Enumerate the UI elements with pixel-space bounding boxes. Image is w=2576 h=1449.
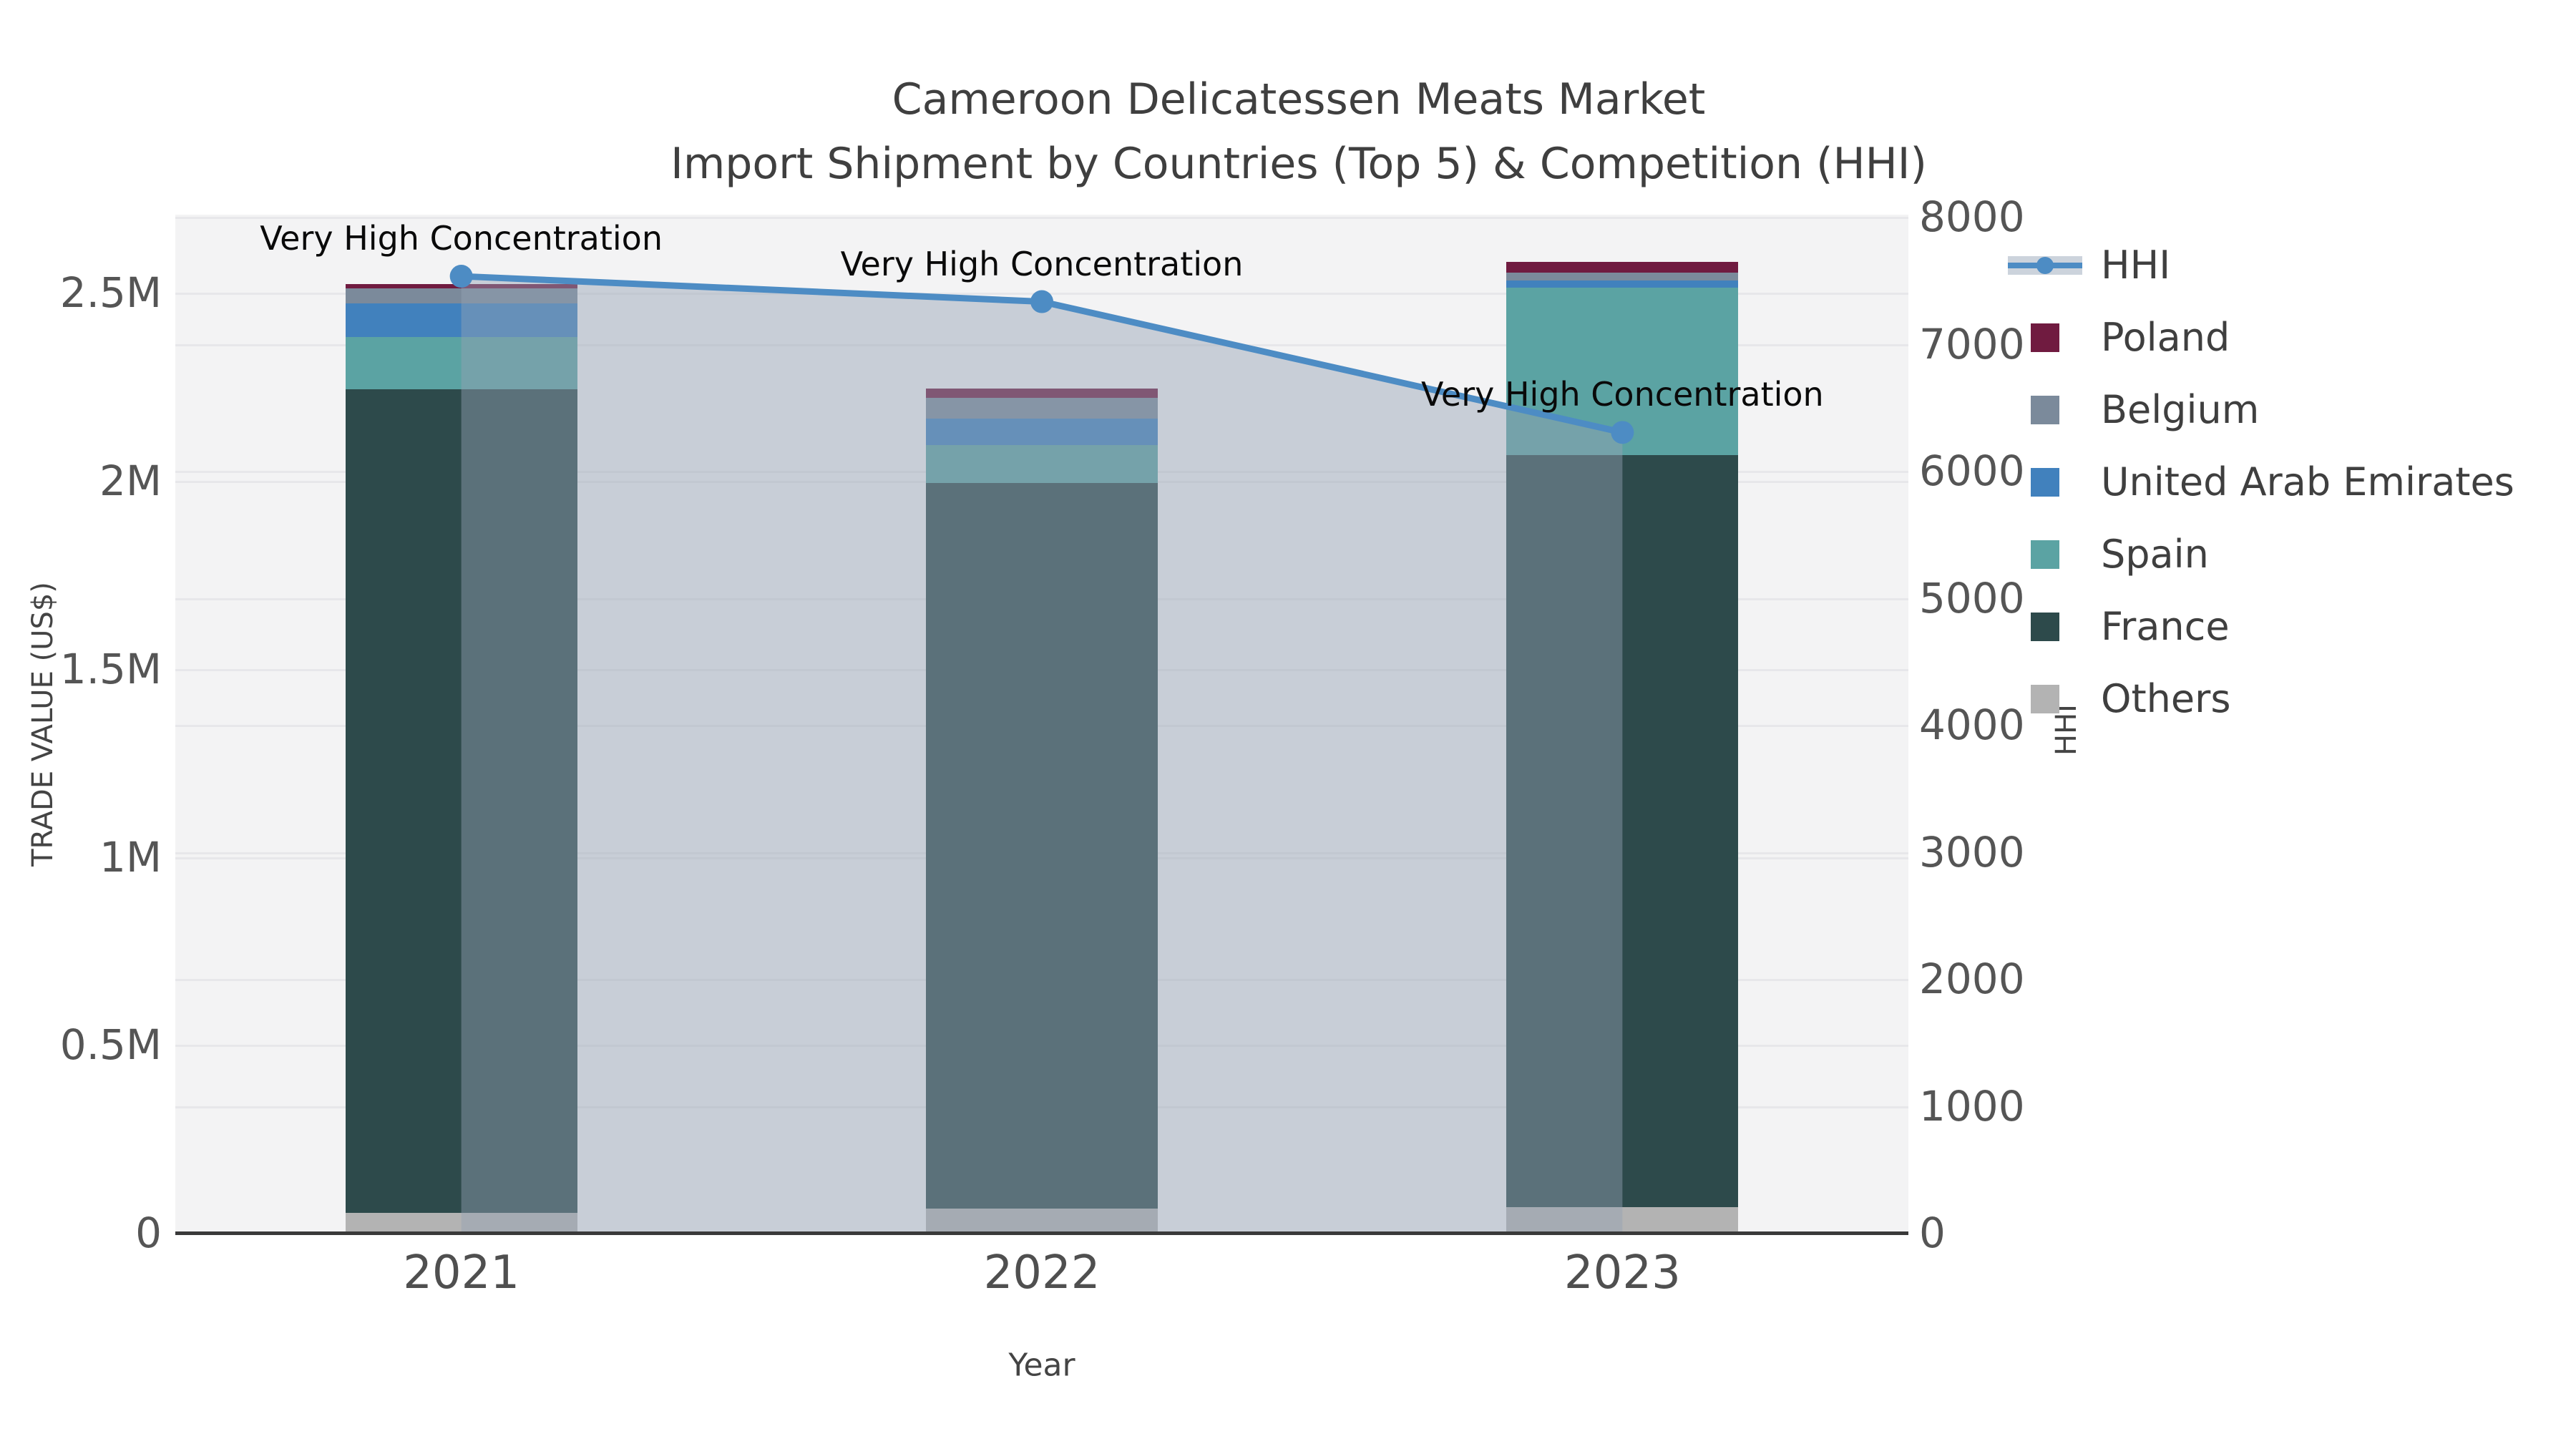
ytick-left-1.5M: 1.5M	[59, 644, 162, 693]
legend-item-belgium: Belgium	[2008, 374, 2514, 446]
xtick-2021: 2021	[403, 1246, 520, 1299]
legend-square-icon	[2031, 540, 2059, 569]
bar-segment-2021-belgium	[345, 288, 577, 303]
chart-legend: HHI Poland Belgium United Arab Emirates Spai…	[2008, 229, 2514, 735]
legend-square-icon	[2031, 395, 2059, 424]
legend-label: Others	[2101, 676, 2231, 721]
ytick-right-6000: 6000	[1919, 447, 2025, 496]
legend-swatch-united-arab-emirates	[2008, 467, 2082, 498]
ytick-right-5000: 5000	[1919, 573, 2025, 623]
ytick-right-0: 0	[1919, 1209, 1946, 1257]
ytick-left-0.5M: 0.5M	[59, 1020, 162, 1070]
x-axis-label: Year	[1008, 1347, 1075, 1384]
bar-segment-2023-france	[1506, 454, 1739, 1207]
ytick-right-3000: 3000	[1919, 827, 2025, 877]
legend-hhi-marker	[2036, 256, 2054, 274]
chart-title-line2: Import Shipment by Countries (Top 5) & C…	[670, 139, 1927, 189]
legend-square-icon	[2031, 467, 2059, 497]
annotation-2023: Very High Concentration	[1421, 375, 1824, 414]
ytick-left-2M: 2M	[99, 457, 162, 506]
annotation-2021: Very High Concentration	[260, 219, 663, 258]
bar-segment-2021-spain	[345, 337, 577, 390]
ytick-left-0: 0	[135, 1209, 162, 1257]
gridline-right-7000	[175, 343, 1908, 346]
ytick-right-1000: 1000	[1919, 1081, 2025, 1131]
legend-square-icon	[2031, 684, 2059, 713]
bar-segment-2022-belgium	[926, 398, 1158, 419]
ytick-right-7000: 7000	[1919, 319, 2025, 369]
bar-segment-2023-others	[1506, 1206, 1739, 1234]
bar-segment-2023-poland	[1506, 262, 1739, 273]
legend-item-united-arab-emirates: United Arab Emirates	[2008, 446, 2514, 518]
hhi-area-fill	[461, 276, 1623, 1234]
bar-segment-2021-others	[345, 1213, 577, 1234]
legend-label: France	[2101, 604, 2230, 649]
ytick-left-2.5M: 2.5M	[59, 268, 162, 318]
plot-area: Very High Concentration Very High Concent…	[175, 215, 1908, 1235]
gridline-right-8000	[175, 217, 1908, 220]
bar-segment-2022-united-arab-emirates	[926, 419, 1158, 445]
bar-segment-2022-france	[926, 482, 1158, 1209]
legend-label: Belgium	[2101, 387, 2260, 432]
legend-item-others: Others	[2008, 663, 2514, 735]
legend-square-icon	[2031, 612, 2059, 641]
legend-item-poland: Poland	[2008, 301, 2514, 374]
ytick-right-4000: 4000	[1919, 701, 2025, 750]
legend-hhi-line-icon	[2008, 250, 2082, 281]
hhi-marker-2023	[1611, 421, 1634, 444]
legend-square-icon	[2031, 323, 2059, 352]
xtick-2022: 2022	[983, 1246, 1101, 1299]
legend-swatch-poland	[2008, 322, 2082, 353]
hhi-line-layer	[449, 265, 1634, 1234]
y-axis-label-left: TRADE VALUE (US$)	[26, 582, 59, 867]
legend-label: HHI	[2101, 243, 2171, 288]
legend-swatch-france	[2008, 611, 2082, 643]
legend-label: Spain	[2101, 532, 2209, 577]
bar-segment-2022-poland	[926, 389, 1158, 399]
chart-title-line1: Cameroon Delicatessen Meats Market	[892, 74, 1706, 125]
bar-segment-2022-others	[926, 1208, 1158, 1234]
legend-swatch-others	[2008, 683, 2082, 715]
legend-item-hhi: HHI	[2008, 229, 2514, 301]
legend-item-spain: Spain	[2008, 518, 2514, 590]
legend-swatch-spain	[2008, 539, 2082, 570]
ytick-left-1M: 1M	[99, 832, 162, 882]
hhi-marker-2022	[1030, 290, 1053, 313]
legend-label: Poland	[2101, 315, 2230, 360]
x-axis-line	[175, 1231, 1908, 1235]
bar-segment-2021-united-arab-emirates	[345, 303, 577, 338]
chart-title: Cameroon Delicatessen Meats Market Impor…	[670, 67, 1927, 196]
annotation-2022: Very High Concentration	[840, 244, 1244, 283]
bar-segment-2021-france	[345, 389, 577, 1214]
ytick-right-2000: 2000	[1919, 955, 2025, 1004]
legend-label: United Arab Emirates	[2101, 459, 2514, 504]
bar-segment-2022-spain	[926, 444, 1158, 483]
hhi-marker-2021	[449, 265, 473, 288]
bar-segment-2023-belgium	[1506, 273, 1739, 281]
ytick-right-8000: 8000	[1919, 192, 2025, 242]
xtick-2023: 2023	[1563, 1246, 1681, 1299]
legend-swatch-belgium	[2008, 394, 2082, 426]
bar-segment-2023-united-arab-emirates	[1506, 280, 1739, 288]
legend-item-france: France	[2008, 590, 2514, 663]
